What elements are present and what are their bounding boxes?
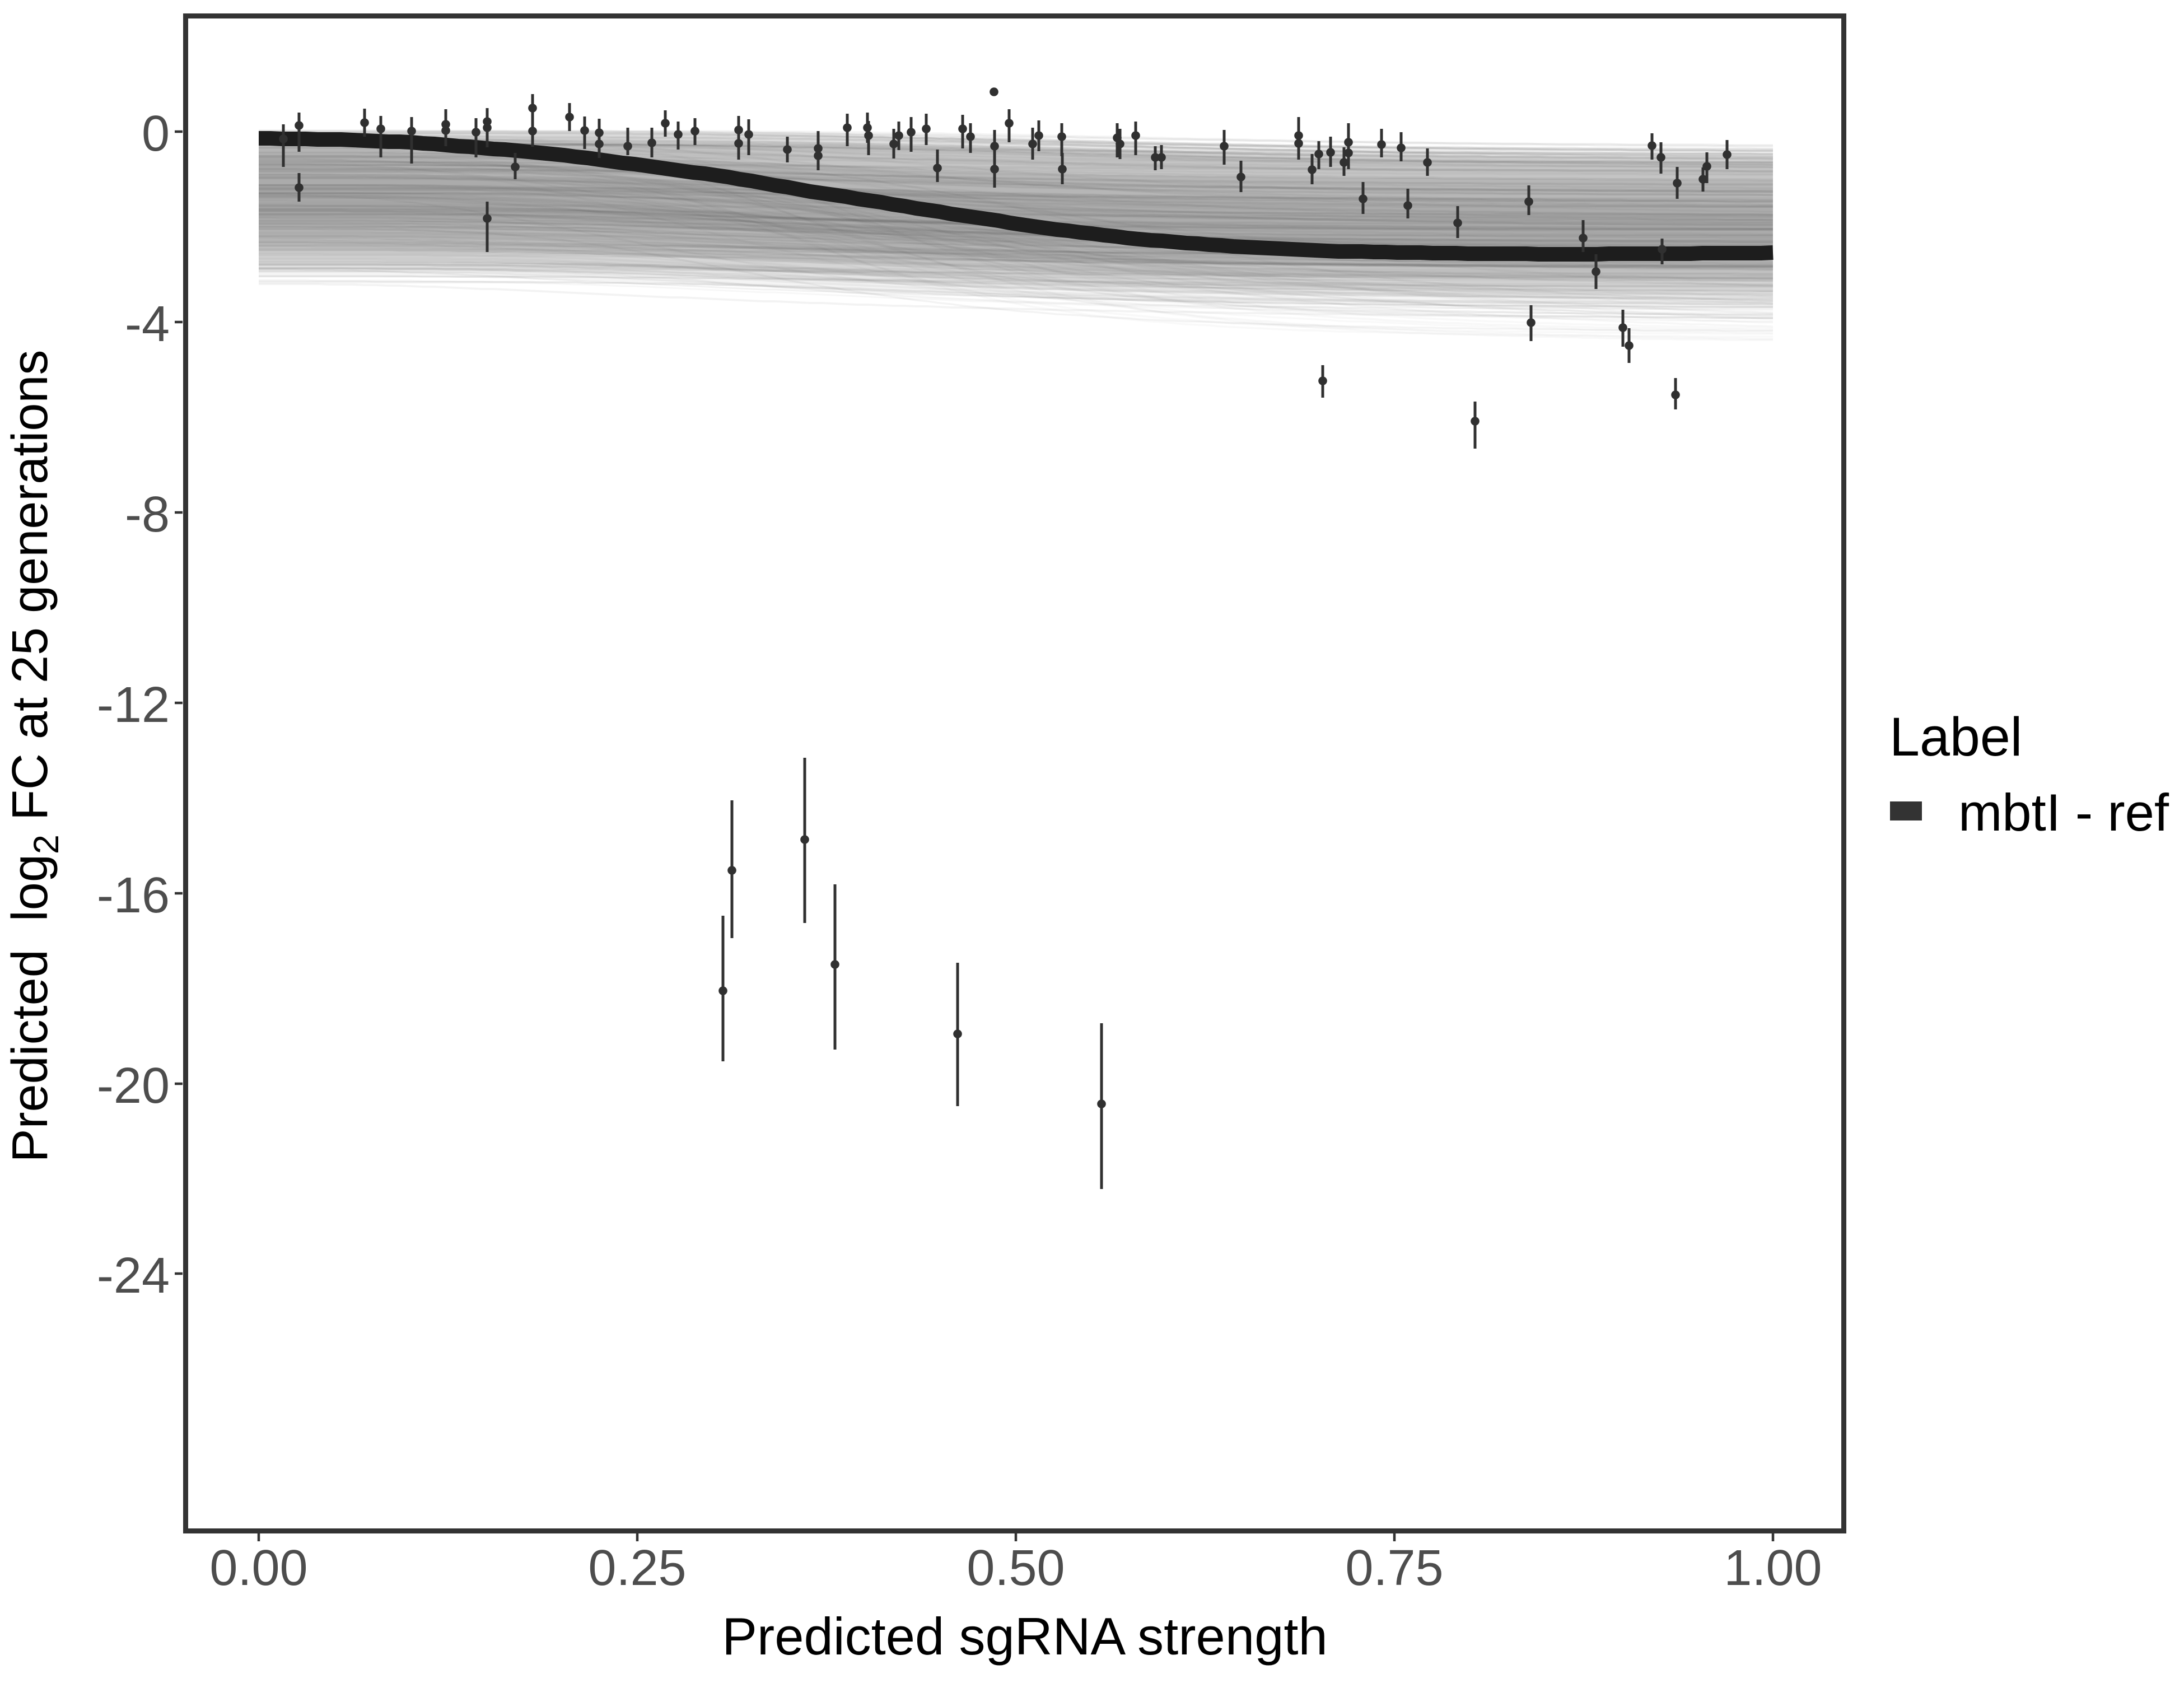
svg-text:-16: -16 xyxy=(97,868,170,924)
svg-text:-24: -24 xyxy=(97,1248,170,1304)
svg-text:0.75: 0.75 xyxy=(1345,1540,1443,1596)
svg-text:0.50: 0.50 xyxy=(967,1540,1065,1596)
svg-text:Predicted sgRNA strength: Predicted sgRNA strength xyxy=(722,1607,1328,1666)
svg-text:-20: -20 xyxy=(97,1058,170,1114)
svg-text:0: 0 xyxy=(142,106,170,162)
svg-text:-4: -4 xyxy=(125,296,170,352)
svg-text:0.00: 0.00 xyxy=(209,1540,307,1596)
svg-text:Label: Label xyxy=(1889,706,2022,767)
svg-text:-12: -12 xyxy=(97,677,170,733)
svg-text:1.00: 1.00 xyxy=(1724,1540,1822,1596)
svg-text:0.25: 0.25 xyxy=(588,1540,686,1596)
svg-text:Predicted log2 FC at 25 gener: Predicted log2 FC at 25 generations xyxy=(2,350,66,1163)
svg-text:-8: -8 xyxy=(125,487,170,543)
svg-text:mbtI - ref: mbtI - ref xyxy=(1958,783,2169,842)
